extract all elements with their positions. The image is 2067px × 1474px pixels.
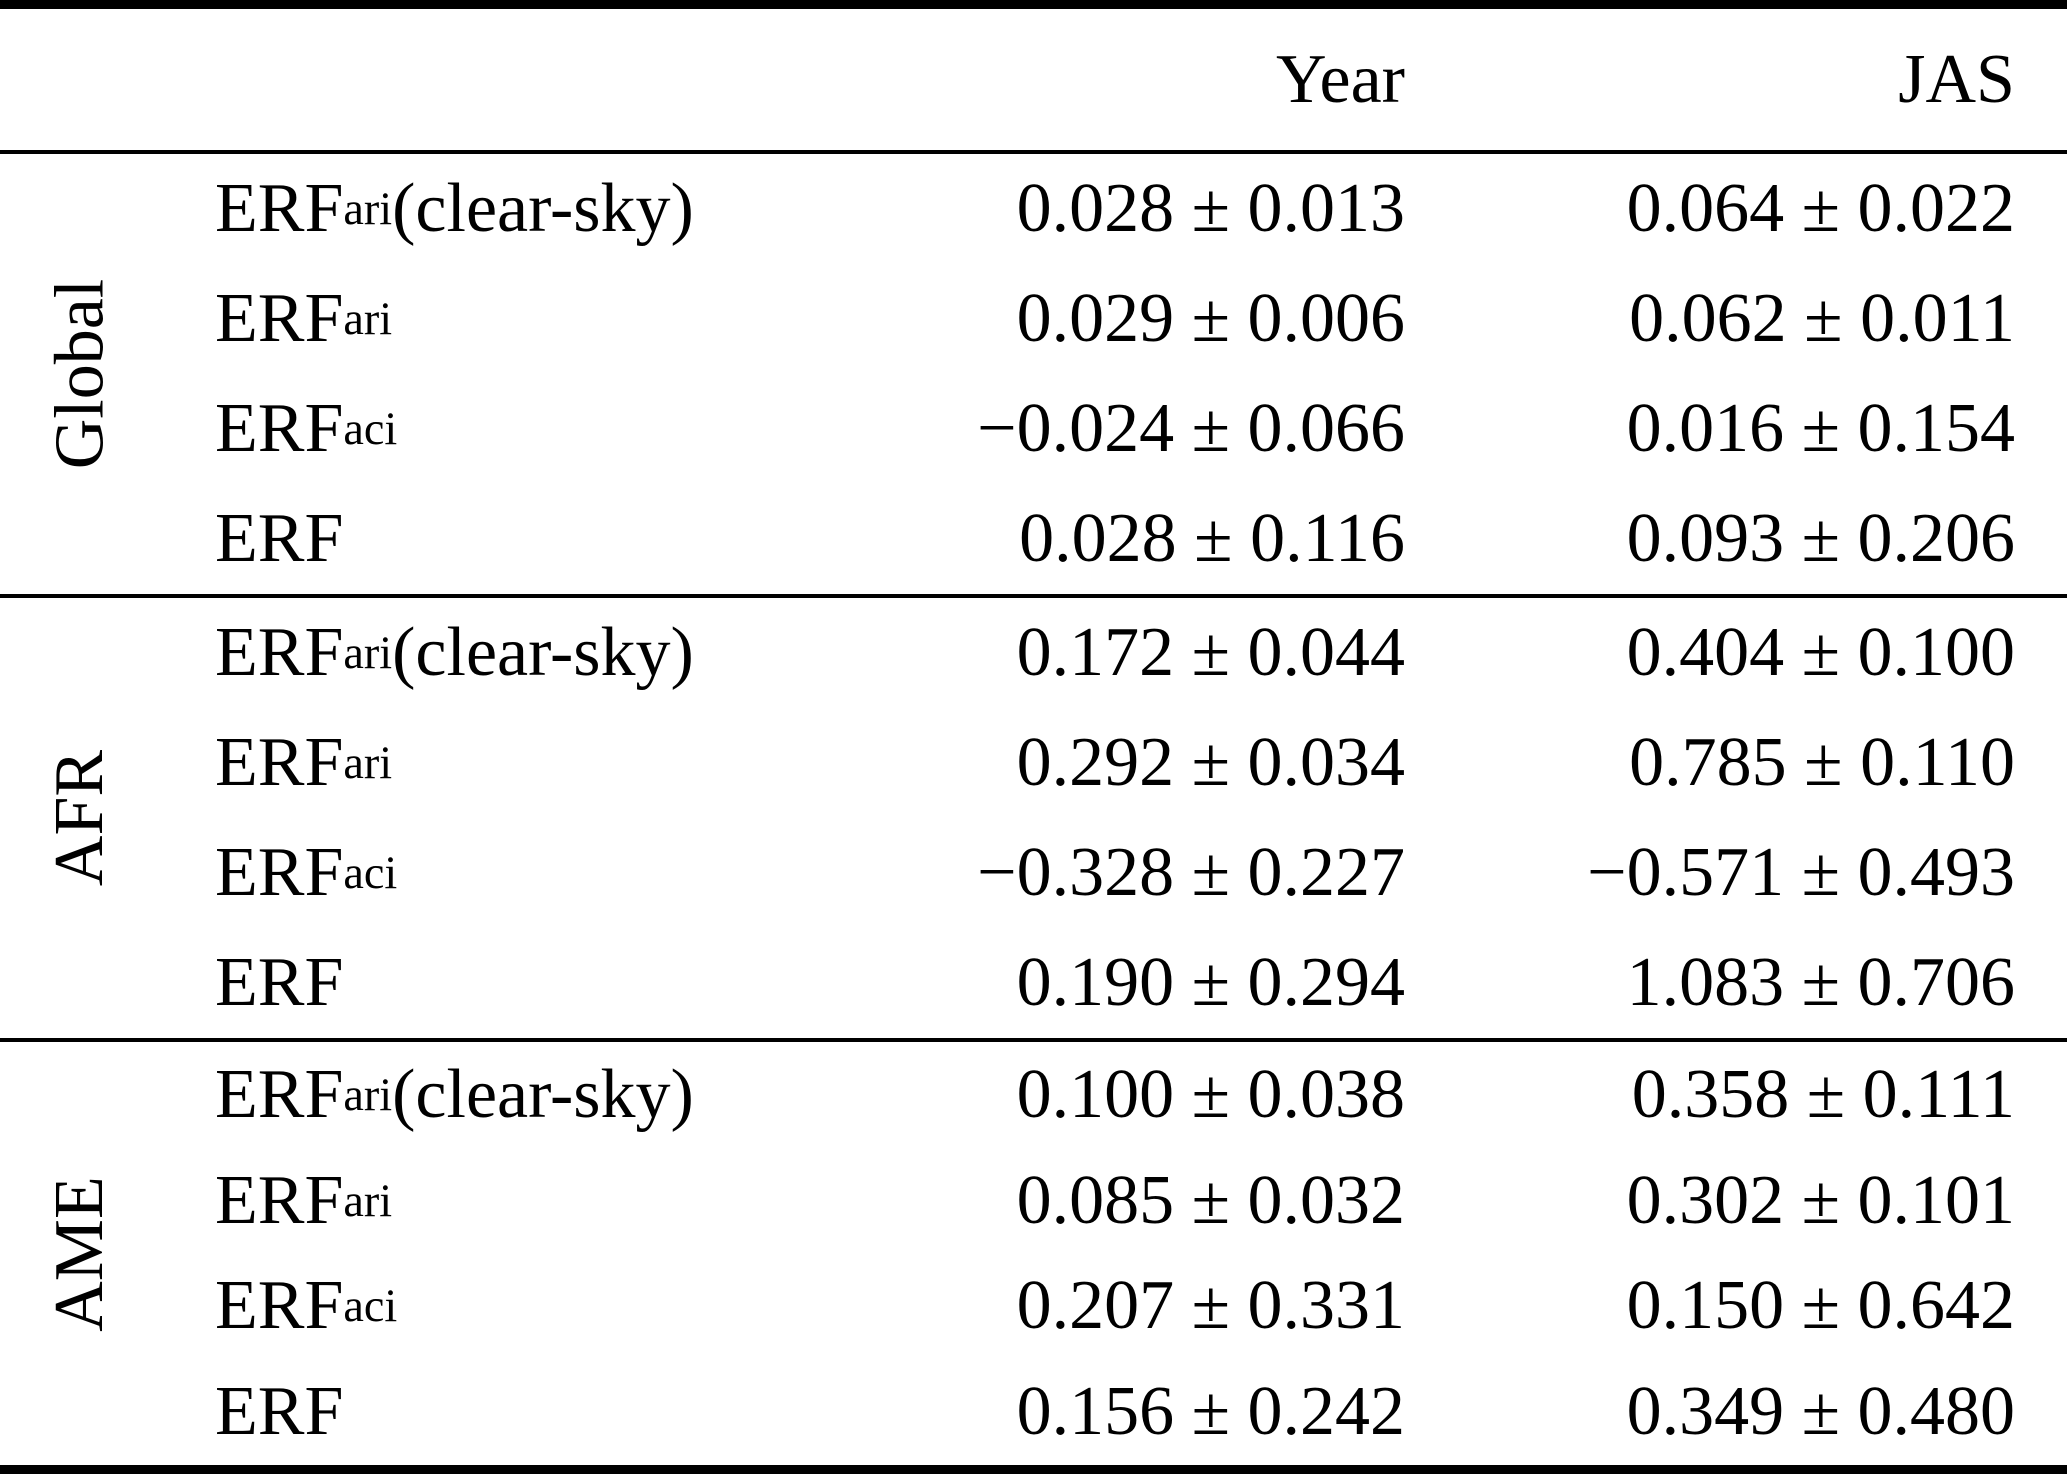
value-jas: −0.571 ± 0.493 <box>1587 834 2015 911</box>
row-label-main: ERF <box>215 834 344 911</box>
row-label-main: ERF <box>215 614 344 691</box>
row-label-main: ERF <box>215 1161 344 1239</box>
column-header-jas: JAS <box>1898 40 2015 118</box>
value-year: 0.028 ± 0.013 <box>1016 170 1405 247</box>
value-jas: 0.358 ± 0.111 <box>1631 1055 2015 1133</box>
table-rule-global-afr <box>0 594 2067 598</box>
value-year: −0.024 ± 0.066 <box>977 390 1405 467</box>
region-label-text: AFR <box>40 749 118 887</box>
row-label: ERF <box>160 1359 805 1465</box>
row-label: ERF ari (clear-sky) <box>160 598 805 708</box>
row-label-subscript: ari <box>343 736 393 788</box>
value-jas: 0.404 ± 0.100 <box>1626 614 2015 691</box>
value-year: 0.292 ± 0.034 <box>1016 724 1405 801</box>
value-jas: 0.016 ± 0.154 <box>1626 390 2015 467</box>
section-global: Global ERF ari (clear-sky) 0.028 ± 0.013 … <box>0 154 2015 594</box>
row-label: ERF <box>160 484 805 594</box>
value-jas: 0.349 ± 0.480 <box>1626 1373 2015 1451</box>
table-rule-below-header <box>0 150 2067 154</box>
row-label: ERF ari <box>160 264 805 374</box>
row-label-subscript: ari <box>343 292 393 344</box>
row-label-main: ERF <box>215 1267 344 1345</box>
value-year: 0.207 ± 0.331 <box>1016 1267 1405 1345</box>
region-label-ame: AME <box>0 1042 160 1465</box>
row-label: ERF <box>160 928 805 1038</box>
value-year: 0.029 ± 0.006 <box>1016 280 1405 357</box>
value-jas: 0.093 ± 0.206 <box>1626 500 2015 577</box>
row-label-subscript: aci <box>343 1280 398 1332</box>
value-year: 0.100 ± 0.038 <box>1016 1055 1405 1133</box>
value-jas: 0.150 ± 0.642 <box>1626 1267 2015 1345</box>
value-jas: 0.062 ± 0.011 <box>1629 280 2015 357</box>
value-year: 0.190 ± 0.294 <box>1016 944 1405 1021</box>
table-header-row: Year JAS <box>0 9 2015 150</box>
value-year: 0.085 ± 0.032 <box>1016 1161 1405 1239</box>
value-jas: 1.083 ± 0.706 <box>1626 944 2015 1021</box>
row-label: ERF aci <box>160 374 805 484</box>
row-label-main: ERF <box>215 390 344 467</box>
value-year: 0.156 ± 0.242 <box>1016 1373 1405 1451</box>
section-afr: AFR ERF ari (clear-sky) 0.172 ± 0.044 0.4… <box>0 598 2015 1038</box>
row-label: ERF ari (clear-sky) <box>160 154 805 264</box>
column-header-year: Year <box>1276 40 1405 118</box>
row-label-main: ERF <box>215 280 344 357</box>
table-rule-afr-ame <box>0 1038 2067 1042</box>
row-label-suffix: (clear-sky) <box>392 1055 694 1133</box>
row-label: ERF ari (clear-sky) <box>160 1042 805 1148</box>
region-label-afr: AFR <box>0 598 160 1038</box>
row-label-suffix: (clear-sky) <box>392 170 694 247</box>
row-label-subscript: ari <box>343 626 393 678</box>
value-year: 0.172 ± 0.044 <box>1016 614 1405 691</box>
row-label-main: ERF <box>215 500 344 577</box>
value-jas: 0.302 ± 0.101 <box>1626 1161 2015 1239</box>
row-label-main: ERF <box>215 724 344 801</box>
row-label: ERF ari <box>160 708 805 818</box>
region-label-text: AME <box>41 1175 118 1332</box>
region-label-global: Global <box>0 154 160 594</box>
value-jas: 0.785 ± 0.110 <box>1629 724 2015 801</box>
row-label: ERF ari <box>160 1148 805 1254</box>
row-label-subscript: aci <box>343 846 398 898</box>
value-year: −0.328 ± 0.227 <box>977 834 1405 911</box>
value-jas: 0.064 ± 0.022 <box>1626 170 2015 247</box>
row-label-suffix: (clear-sky) <box>392 614 694 691</box>
row-label: ERF aci <box>160 818 805 928</box>
row-label-subscript: ari <box>343 1174 393 1226</box>
table-rule-bottom <box>0 1465 2067 1474</box>
row-label-subscript: aci <box>343 402 398 454</box>
region-label-text: Global <box>41 278 118 470</box>
value-year: 0.028 ± 0.116 <box>1019 500 1405 577</box>
row-label-main: ERF <box>215 1373 344 1451</box>
row-label-main: ERF <box>215 1055 344 1133</box>
row-label-main: ERF <box>215 944 344 1021</box>
row-label-subscript: ari <box>343 1068 393 1120</box>
table-rule-top <box>0 0 2067 9</box>
row-label: ERF aci <box>160 1254 805 1360</box>
row-label-subscript: ari <box>343 182 393 234</box>
row-label-main: ERF <box>215 170 344 247</box>
section-ame: AME ERF ari (clear-sky) 0.100 ± 0.038 0.3… <box>0 1042 2015 1465</box>
